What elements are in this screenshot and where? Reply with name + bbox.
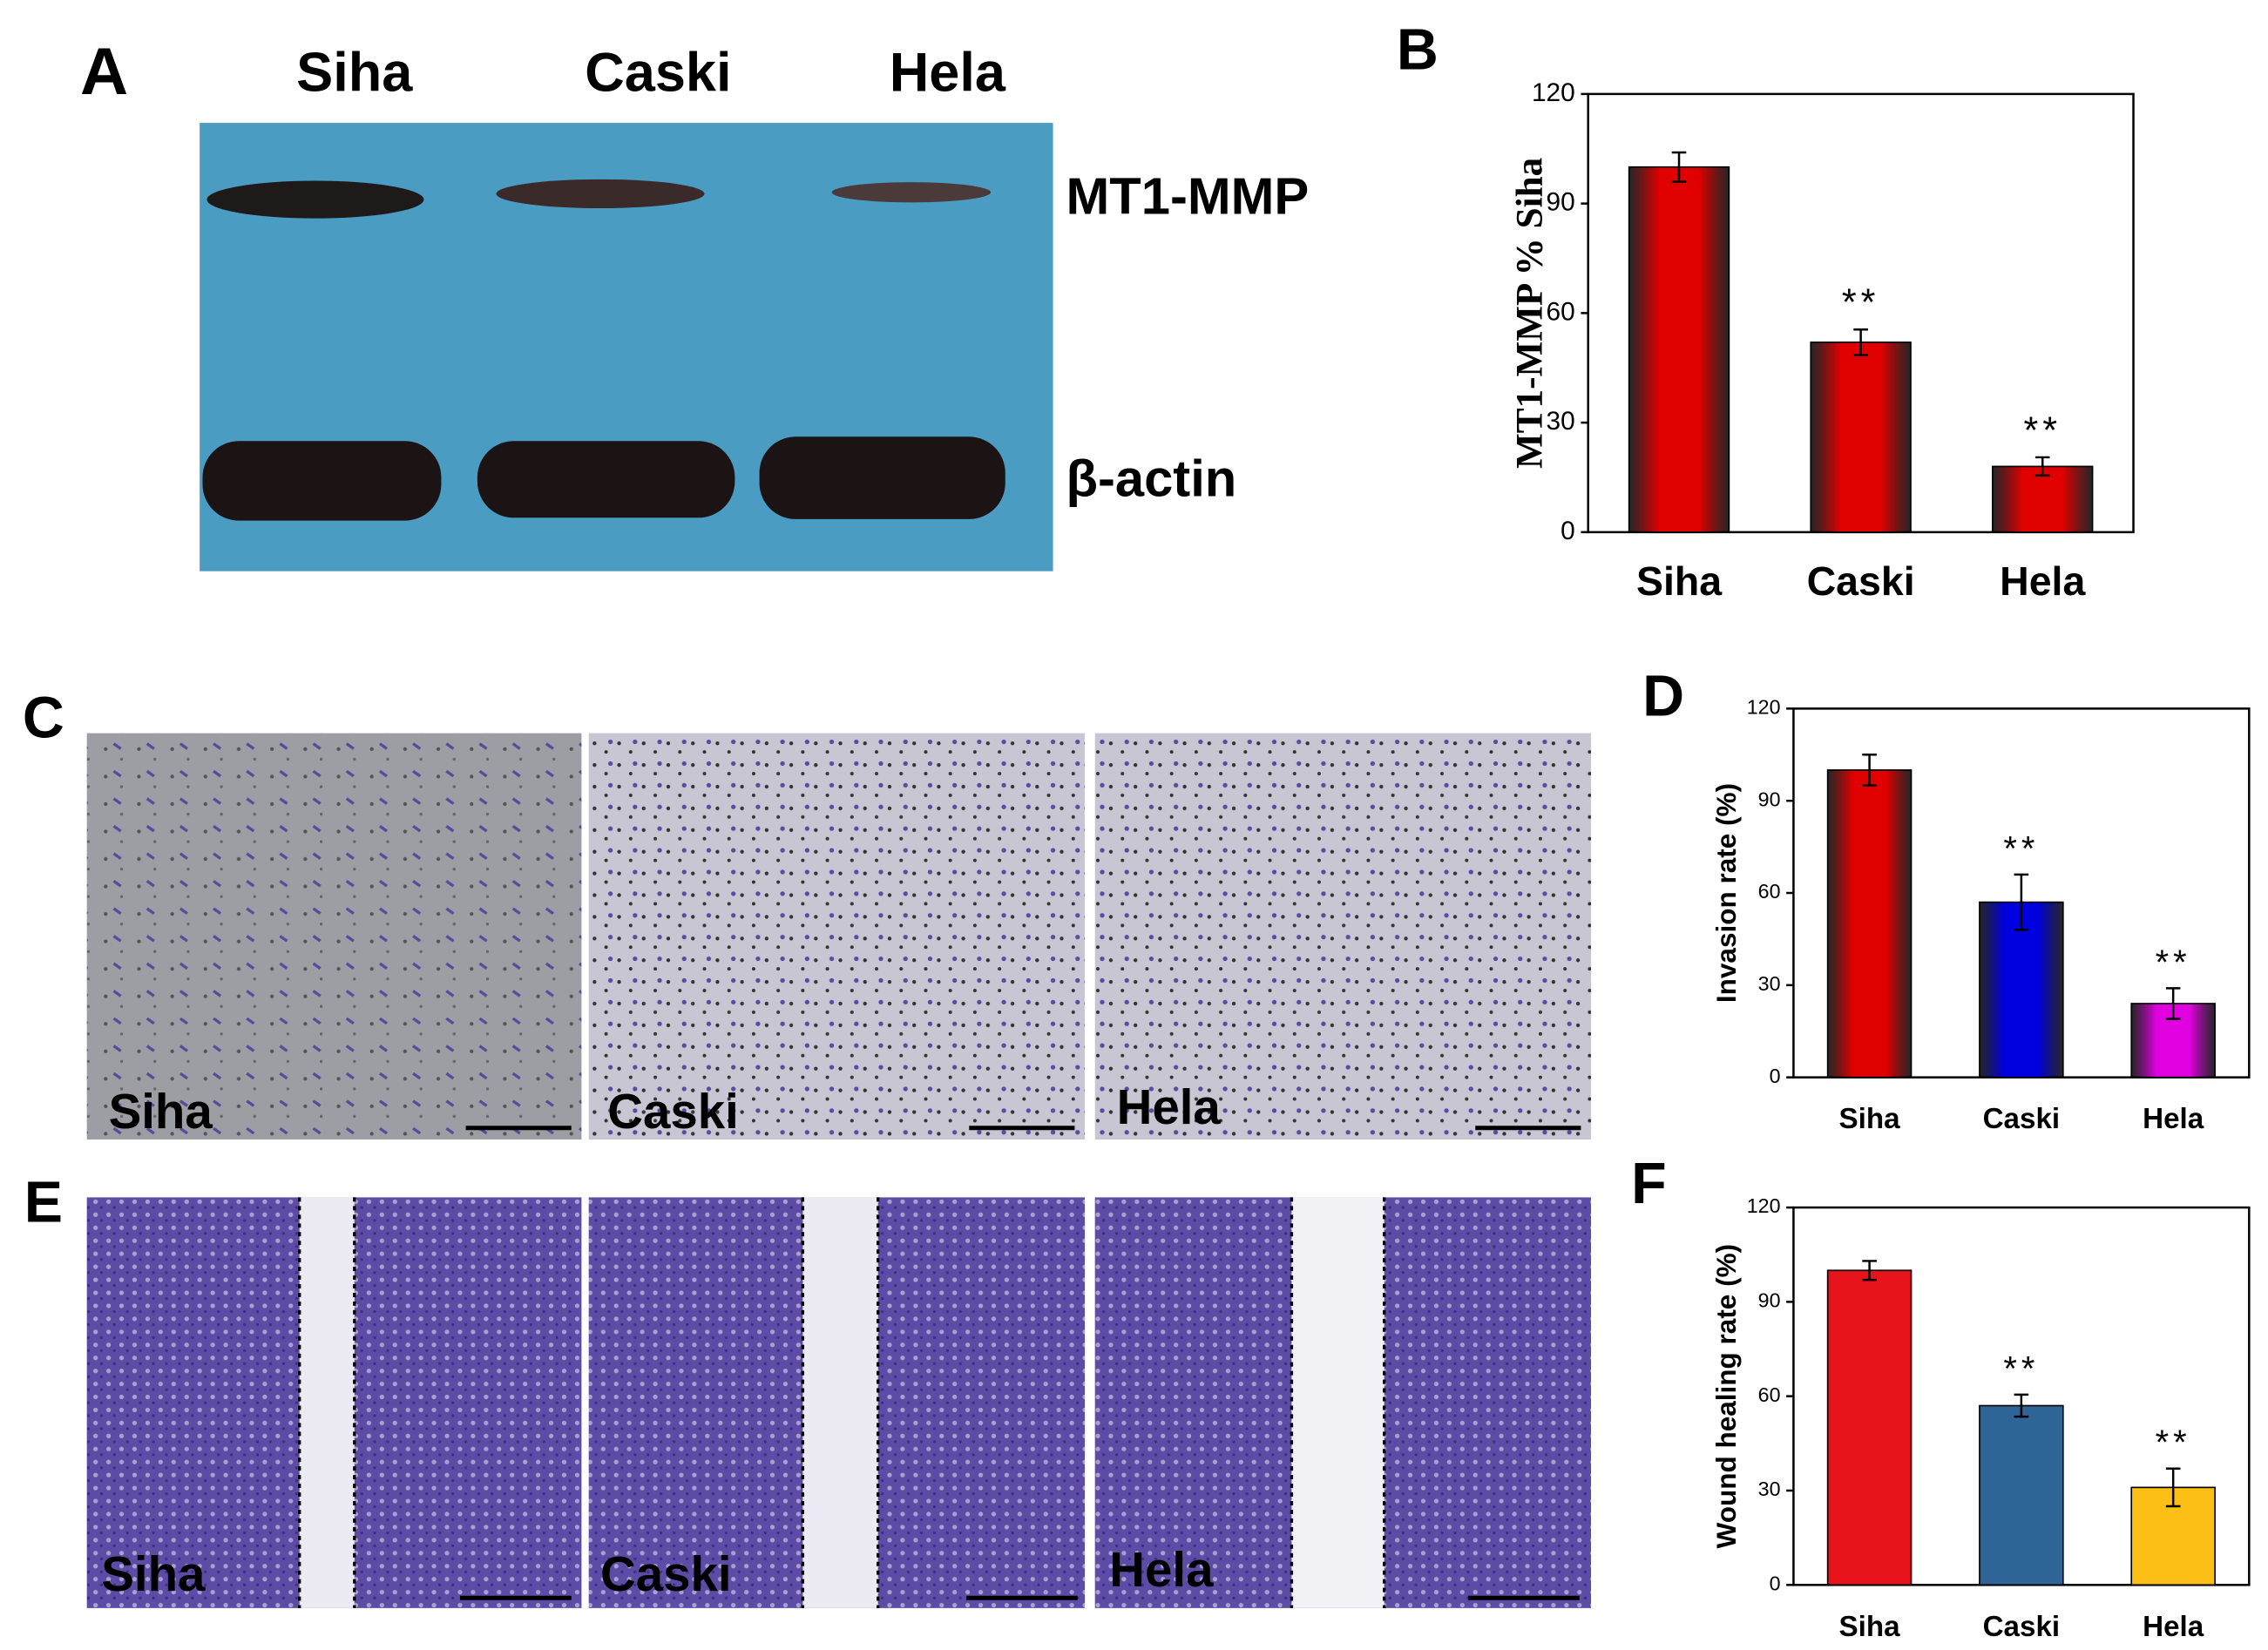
micrograph	[86, 733, 582, 1140]
wound-images	[86, 1197, 1592, 1608]
error-bar	[1862, 1260, 1877, 1281]
bar	[1810, 341, 1912, 533]
panel-letter: E	[24, 1171, 63, 1235]
y-tick-label: 60	[1758, 880, 1781, 903]
y-tick-label: 30	[1547, 407, 1575, 436]
band	[202, 441, 442, 521]
significance: **	[2156, 943, 2191, 982]
y-axis-label: Invasion rate (%)	[1710, 783, 1742, 1003]
y-tick-label: 90	[1758, 788, 1781, 810]
image-label: Caski	[600, 1546, 732, 1601]
x-tick-label: Siha	[1839, 1611, 1901, 1643]
y-tick-label: 30	[1758, 972, 1781, 995]
y-tick-label: 60	[1758, 1383, 1781, 1406]
y-tick-label: 0	[1770, 1065, 1781, 1087]
lane-label: Siha	[296, 43, 413, 104]
panel-letter: B	[1397, 18, 1439, 83]
significance: **	[2023, 409, 2062, 451]
y-tick-label: 30	[1758, 1478, 1781, 1500]
y-tick-label: 0	[1561, 517, 1575, 545]
x-tick-label: Caski	[1807, 558, 1915, 604]
y-tick-label: 60	[1547, 297, 1575, 326]
y-axis-label: MT1-MMP % Siha	[1510, 158, 1551, 469]
band	[831, 182, 992, 203]
x-tick-label: Hela	[2143, 1611, 2204, 1643]
bar	[1628, 166, 1730, 533]
band	[206, 180, 424, 219]
error-bar	[1862, 754, 1877, 787]
error-bar	[2165, 1467, 2181, 1508]
x-tick-label: Hela	[2000, 558, 2086, 604]
band	[477, 441, 735, 518]
y-tick-label: 120	[1747, 1194, 1781, 1217]
bar	[1826, 769, 1913, 1079]
x-tick-label: Caski	[1983, 1103, 2061, 1135]
y-tick-label: 120	[1747, 696, 1781, 719]
significance: **	[2156, 1423, 2191, 1462]
error-bar	[1671, 151, 1687, 183]
panel-letter: F	[1631, 1152, 1667, 1216]
error-bar	[2014, 1393, 2029, 1418]
image-label: Hela	[1117, 1079, 1222, 1134]
lane-label: Hela	[890, 43, 1006, 104]
image-label: Siha	[101, 1546, 206, 1601]
y-axis-label: Wound healing rate (%)	[1710, 1244, 1742, 1549]
bar	[1979, 901, 2064, 1079]
error-bar	[2165, 987, 2181, 1020]
panel-letter: D	[1642, 665, 1684, 729]
image-label: Caski	[607, 1084, 739, 1139]
significance: **	[2003, 1349, 2039, 1388]
x-tick-label: Siha	[1839, 1103, 1901, 1135]
panel-letter: C	[23, 686, 64, 751]
band-label: MT1-MMP	[1066, 167, 1309, 226]
image-label: Siha	[109, 1084, 213, 1139]
bar	[1979, 1404, 2064, 1586]
micrograph	[588, 733, 1086, 1140]
y-tick-label: 90	[1758, 1289, 1781, 1312]
micrograph	[1094, 733, 1592, 1140]
band-label: β-actin	[1066, 449, 1236, 507]
y-tick-label: 90	[1547, 188, 1575, 217]
y-tick-label: 120	[1532, 78, 1575, 107]
x-tick-label: Hela	[2143, 1103, 2204, 1135]
band	[759, 436, 1005, 519]
bar	[1826, 1269, 1913, 1586]
significance: **	[1842, 282, 1880, 324]
error-bar	[1853, 328, 1868, 356]
significance: **	[2003, 829, 2039, 868]
image-label: Hela	[1109, 1542, 1214, 1597]
error-bar	[2034, 456, 2050, 477]
band	[496, 179, 705, 209]
error-bar	[2014, 873, 2029, 931]
panel-letter: A	[80, 35, 128, 109]
bar	[1992, 465, 2094, 533]
x-tick-label: Caski	[1983, 1611, 2061, 1643]
lane-label: Caski	[585, 43, 731, 104]
y-tick-label: 0	[1770, 1572, 1781, 1594]
x-tick-label: Siha	[1636, 558, 1723, 604]
